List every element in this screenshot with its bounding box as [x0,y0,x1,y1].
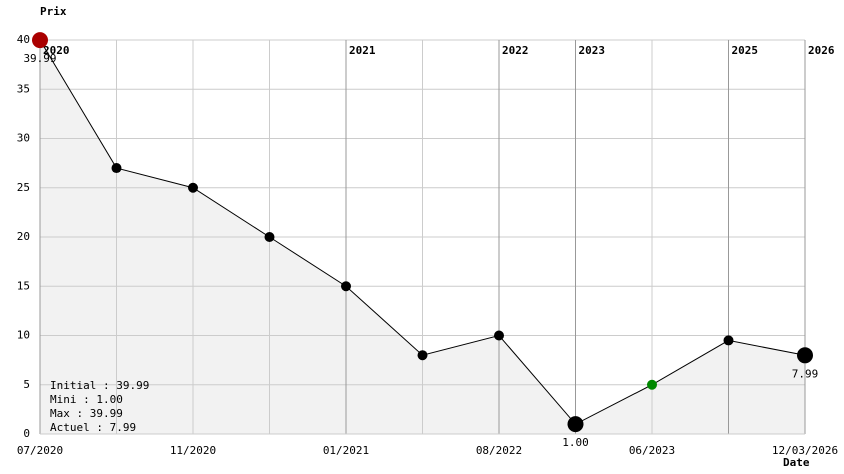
summary-line: Mini : 1.00 [50,393,123,406]
point [341,281,351,292]
y-axis-label: Prix [40,5,67,18]
y-tick-label: 25 [17,181,30,194]
y-tick-label: 10 [17,329,30,342]
year-label: 2021 [349,44,376,57]
y-tick-label: 40 [17,33,30,46]
summary-line: Initial : 39.99 [50,379,149,392]
summary-line: Max : 39.99 [50,407,123,420]
point [264,232,275,242]
point [32,32,48,49]
point [797,347,813,364]
year-label: 2025 [732,44,759,57]
y-tick-label: 20 [17,230,30,243]
value-label: 7.99 [792,367,819,380]
x-tick-label: 12/03/2026 [772,444,838,457]
value-label: 1.00 [562,436,589,449]
x-tick-label: 08/2022 [476,444,522,457]
x-tick-label: 11/2020 [170,444,216,457]
year-label: 2023 [579,44,606,57]
year-label: 2020 [43,44,70,57]
point [647,379,657,390]
point [494,330,504,341]
x-axis-label: Date [783,456,810,469]
summary-line: Actuel : 7.99 [50,421,136,434]
point [417,350,428,361]
x-tick-label: 01/2021 [323,444,369,457]
x-tick-label: 06/2023 [629,444,675,457]
year-label: 2026 [808,44,835,57]
y-tick-label: 5 [23,378,30,391]
y-tick-label: 35 [17,82,30,95]
y-tick-label: 30 [17,132,30,145]
value-label: 39.99 [23,52,56,65]
point [723,335,734,346]
year-label: 2022 [502,44,529,57]
y-tick-label: 0 [23,427,30,440]
point [188,182,198,193]
point [111,163,122,174]
point [567,416,584,433]
y-tick-label: 15 [17,279,30,292]
x-tick-label: 07/2020 [17,444,63,457]
